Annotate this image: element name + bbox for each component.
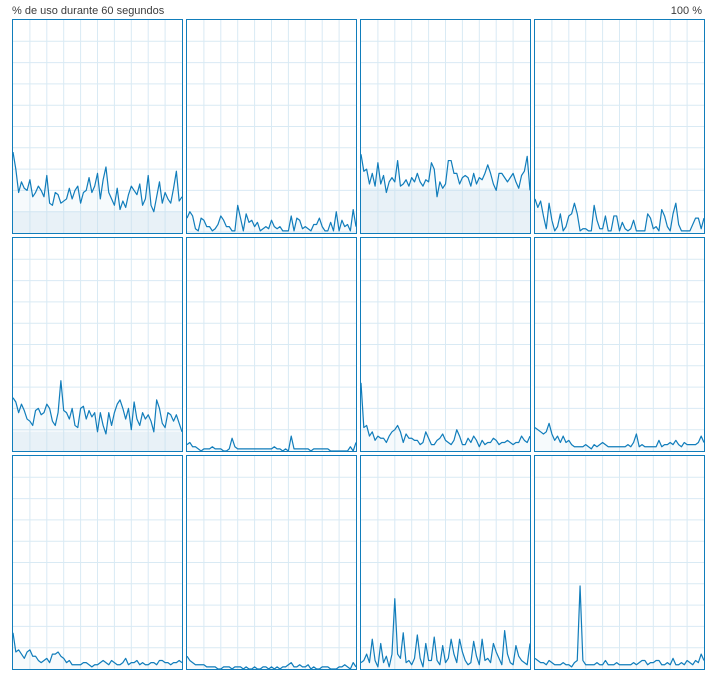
cpu-graph-svg: [187, 238, 356, 451]
cpu-graph-11: [534, 455, 705, 670]
usage-line: [535, 422, 704, 450]
usage-area: [535, 198, 704, 233]
cpu-graph-4: [12, 237, 183, 452]
cpu-graph-7: [534, 237, 705, 452]
usage-area: [13, 152, 182, 233]
usage-area: [13, 380, 182, 451]
cpu-graph-5: [186, 237, 357, 452]
usage-area: [13, 632, 182, 669]
cpu-graph-2: [360, 19, 531, 234]
usage-area: [187, 656, 356, 669]
usage-area: [187, 205, 356, 233]
usage-line: [13, 632, 182, 668]
usage-area: [535, 423, 704, 451]
usage-line: [13, 380, 182, 435]
cpu-graph-svg: [13, 238, 182, 451]
usage-line: [13, 151, 182, 213]
max-percent-label: 100 %: [670, 5, 702, 17]
cpu-graph-svg: [535, 238, 704, 451]
header: % de uso durante 60 segundos 100 %: [12, 3, 702, 19]
cpu-graph-svg: [187, 456, 356, 669]
usage-line: [187, 204, 356, 232]
cpu-graph-svg: [187, 20, 356, 233]
usage-line: [361, 382, 530, 448]
usage-line: [361, 154, 530, 198]
cpu-graph-1: [186, 19, 357, 234]
cpu-graph-3: [534, 19, 705, 234]
usage-area: [361, 382, 530, 451]
cpu-graph-svg: [361, 20, 530, 233]
cpu-graph-svg: [361, 238, 530, 451]
cpu-graph-9: [186, 455, 357, 670]
logical-processor-grid: [12, 19, 705, 675]
usage-line: [535, 585, 704, 668]
usage-line: [535, 198, 704, 232]
cpu-graph-0: [12, 19, 183, 234]
usage-window-label: % de uso durante 60 segundos: [12, 5, 165, 17]
cpu-graph-svg: [535, 456, 704, 669]
usage-line: [187, 655, 356, 669]
cpu-graph-svg: [361, 456, 530, 669]
cpu-graph-6: [360, 237, 531, 452]
cpu-graph-svg: [13, 20, 182, 233]
usage-line: [187, 435, 356, 451]
usage-line: [361, 598, 530, 668]
cpu-graph-8: [12, 455, 183, 670]
usage-area: [361, 154, 530, 233]
usage-area: [361, 598, 530, 669]
cpu-graph-svg: [13, 456, 182, 669]
cpu-graph-svg: [535, 20, 704, 233]
cpu-graph-10: [360, 455, 531, 670]
